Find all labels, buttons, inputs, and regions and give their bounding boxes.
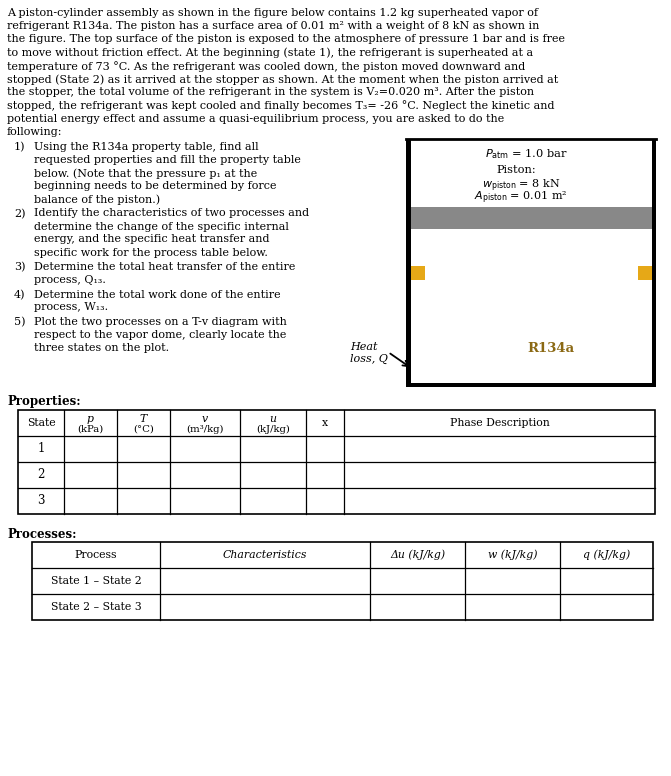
Text: T: T (140, 414, 147, 424)
Text: Determine the total heat transfer of the entire: Determine the total heat transfer of the… (34, 262, 295, 272)
Text: respect to the vapor dome, clearly locate the: respect to the vapor dome, clearly locat… (34, 330, 287, 340)
Text: q (kJ/kg): q (kJ/kg) (583, 549, 630, 560)
Text: p: p (87, 414, 94, 424)
Text: Characteristics: Characteristics (223, 550, 307, 560)
Text: (kPa): (kPa) (77, 424, 103, 434)
Text: Using the R134a property table, find all: Using the R134a property table, find all (34, 142, 258, 152)
Text: energy, and the specific heat transfer and: energy, and the specific heat transfer a… (34, 234, 270, 244)
Text: stopped, the refrigerant was kept cooled and finally becomes T₃= -26 °C. Neglect: stopped, the refrigerant was kept cooled… (7, 100, 554, 111)
Text: 1): 1) (14, 142, 25, 152)
Text: v: v (202, 414, 208, 424)
Text: Phase Description: Phase Description (450, 418, 550, 428)
Text: State 1 – State 2: State 1 – State 2 (50, 576, 142, 586)
Text: Piston:: Piston: (496, 165, 536, 175)
Text: (kJ/kg): (kJ/kg) (256, 424, 290, 434)
Bar (637, 266, 652, 280)
Text: Heat
loss, Q: Heat loss, Q (350, 342, 388, 364)
Text: stopped (State 2) as it arrived at the stopper as shown. At the moment when the : stopped (State 2) as it arrived at the s… (7, 74, 558, 85)
Bar (18, 410, 655, 514)
Text: potential energy effect and assume a quasi-equilibrium process, you are asked to: potential energy effect and assume a qua… (7, 113, 504, 123)
Bar (652, 139, 656, 387)
Text: u: u (270, 414, 276, 424)
Text: the figure. The top surface of the piston is exposed to the atmosphere of pressu: the figure. The top surface of the pisto… (7, 34, 565, 44)
Text: 3: 3 (38, 494, 45, 508)
Text: x: x (322, 418, 328, 428)
Text: Identify the characteristics of two processes and: Identify the characteristics of two proc… (34, 209, 309, 219)
Text: below. (Note that the pressure p₁ at the: below. (Note that the pressure p₁ at the (34, 168, 257, 178)
Text: $P_\mathrm{atm}$ = 1.0 bar: $P_\mathrm{atm}$ = 1.0 bar (484, 147, 568, 161)
Text: specific work for the process table below.: specific work for the process table belo… (34, 248, 268, 258)
Text: 4): 4) (14, 289, 25, 300)
Text: Properties:: Properties: (7, 395, 81, 408)
Text: refrigerant R134a. The piston has a surface area of 0.01 m² with a weight of 8 k: refrigerant R134a. The piston has a surf… (7, 21, 539, 31)
Text: State: State (27, 418, 55, 428)
Text: 2: 2 (38, 469, 45, 481)
Bar (411, 207, 652, 229)
Text: the stopper, the total volume of the refrigerant in the system is V₂=0.020 m³. A: the stopper, the total volume of the ref… (7, 87, 534, 97)
Text: three states on the plot.: three states on the plot. (34, 343, 169, 353)
Text: temperature of 73 °C. As the refrigerant was cooled down, the piston moved downw: temperature of 73 °C. As the refrigerant… (7, 61, 525, 71)
Text: process, W₁₃.: process, W₁₃. (34, 303, 108, 313)
Text: beginning needs to be determined by force: beginning needs to be determined by forc… (34, 181, 276, 191)
Bar (411, 139, 652, 383)
Text: following:: following: (7, 126, 62, 137)
Text: State 2 – State 3: State 2 – State 3 (50, 602, 142, 612)
Text: determine the change of the specific internal: determine the change of the specific int… (34, 221, 289, 231)
Text: (m³/kg): (m³/kg) (187, 424, 223, 434)
Text: 3): 3) (14, 262, 25, 272)
Text: balance of the piston.): balance of the piston.) (34, 194, 160, 205)
Text: $w_\mathrm{piston}$ = 8 kN: $w_\mathrm{piston}$ = 8 kN (482, 178, 560, 195)
Text: requested properties and fill the property table: requested properties and fill the proper… (34, 155, 301, 165)
Text: to move without friction effect. At the beginning (state 1), the refrigerant is : to move without friction effect. At the … (7, 47, 533, 58)
Text: w (kJ/kg): w (kJ/kg) (488, 549, 537, 560)
Text: (°C): (°C) (133, 424, 154, 434)
Text: 2): 2) (14, 209, 25, 219)
Bar (32, 542, 653, 620)
Bar (406, 139, 411, 387)
Text: Plot the two processes on a T-v diagram with: Plot the two processes on a T-v diagram … (34, 317, 287, 327)
Text: Δu (kJ/kg): Δu (kJ/kg) (390, 549, 445, 560)
Text: 5): 5) (14, 317, 25, 327)
Text: Process: Process (74, 550, 117, 560)
Text: 1: 1 (38, 442, 45, 456)
Text: Processes:: Processes: (7, 528, 76, 541)
Text: R134a: R134a (527, 342, 574, 355)
Text: A piston-cylinder assembly as shown in the figure below contains 1.2 kg superhea: A piston-cylinder assembly as shown in t… (7, 8, 538, 18)
Text: process, Q₁₃.: process, Q₁₃. (34, 275, 106, 285)
Bar (411, 266, 425, 280)
Text: $A_\mathrm{piston}$ = 0.01 m²: $A_\mathrm{piston}$ = 0.01 m² (474, 190, 568, 206)
Bar (406, 383, 656, 387)
Text: Determine the total work done of the entire: Determine the total work done of the ent… (34, 289, 280, 300)
